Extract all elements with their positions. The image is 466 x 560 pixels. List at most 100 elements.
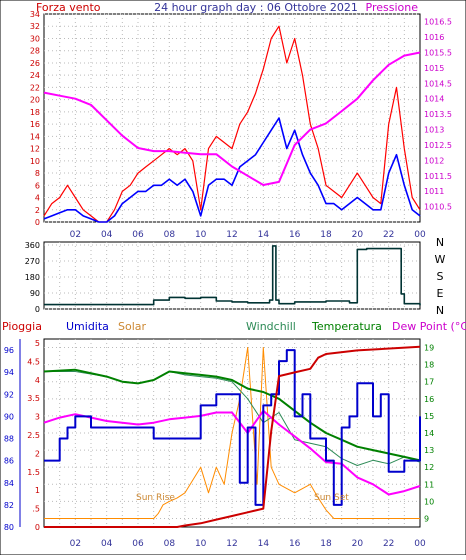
x-tick-label: 02 <box>70 230 81 240</box>
rain-header-label: Pioggia <box>2 320 42 333</box>
wind-tick-label: 26 <box>30 59 40 68</box>
dewpoint-tick-label: 13 <box>424 446 434 455</box>
wind-tick-label: 12 <box>30 145 40 154</box>
direction-axis-ticks: 0 90 180 270 360 <box>25 241 40 314</box>
rain-tick-label: 2 <box>35 449 40 458</box>
pressure-tick-label: 1012 <box>424 156 444 165</box>
dewpoint-tick-label: 10 <box>424 497 434 506</box>
x-tick-label: 00 <box>414 539 426 549</box>
wind-tick-label: 30 <box>30 34 40 43</box>
x-tick-label: 08 <box>164 539 176 549</box>
rain-tick-label: 1 <box>35 486 40 495</box>
humidity-tick-label: 86 <box>4 457 14 466</box>
temperature-line <box>43 368 421 462</box>
x-tick-label: 00 <box>414 230 426 240</box>
compass-letter: W <box>435 253 446 266</box>
rain-tick-label: 0 <box>35 523 40 532</box>
x-tick-label: 14 <box>258 539 270 549</box>
pressure-tick-label: 1012.5 <box>424 141 452 150</box>
pressure-tick-label: 1016 <box>424 33 444 42</box>
x-tick-label: 12 <box>226 539 237 549</box>
wind-tick-label: 4 <box>35 194 40 203</box>
direction-tick-label: 360 <box>25 241 40 250</box>
x-tick-label: 16 <box>289 539 301 549</box>
x-tick-label: 12 <box>226 230 237 240</box>
wind-header-label: Forza vento <box>36 1 101 14</box>
pressure-axis-ticks: 1010.5 1011 1011.5 1012 1012.5 1013 1013.5 1014… <box>424 18 452 212</box>
wind-tick-label: 14 <box>30 132 40 141</box>
rain-tick-label: 3 <box>35 413 40 422</box>
dewpoint-tick-label: 15 <box>424 412 434 421</box>
pressure-line <box>43 51 421 186</box>
x-tick-label: 10 <box>195 230 207 240</box>
x-tick-label: 10 <box>195 539 207 549</box>
rain-tick-label: 2.5 <box>27 431 40 440</box>
rain-line <box>44 345 421 528</box>
top-hour-ticks: 02 04 06 08 10 12 14 16 18 20 22 00 <box>70 230 426 240</box>
direction-tick-label: 180 <box>25 273 40 282</box>
wind-tick-label: 0 <box>35 218 40 227</box>
humidity-tick-label: 80 <box>4 523 14 532</box>
wind-tick-label: 28 <box>30 47 40 56</box>
dewpoint-tick-label: 17 <box>424 378 434 387</box>
pressure-tick-label: 1015.5 <box>424 49 452 58</box>
x-tick-label: 14 <box>258 230 270 240</box>
x-tick-label: 04 <box>101 230 113 240</box>
pressure-tick-label: 1011.5 <box>424 172 452 181</box>
x-tick-label: 20 <box>352 230 364 240</box>
x-tick-label: 22 <box>383 230 394 240</box>
x-tick-label: 22 <box>383 539 394 549</box>
dewpoint-line <box>43 409 421 496</box>
dewpoint-tick-label: 9 <box>424 514 429 523</box>
wind-tick-label: 22 <box>30 83 40 92</box>
pressure-tick-label: 1013 <box>424 126 444 135</box>
rain-tick-label: 5 <box>35 339 40 348</box>
humidity-tick-label: 84 <box>4 479 14 488</box>
bottom-hour-ticks: 02 04 06 08 10 12 14 16 18 20 22 00 <box>70 539 426 549</box>
compass-letter: S <box>437 270 444 283</box>
pressure-tick-label: 1014.5 <box>424 79 452 88</box>
direction-tick-label: 270 <box>25 257 40 266</box>
sunset-annotation: Sun Set <box>314 493 349 503</box>
rain-tick-label: .5 <box>32 505 40 514</box>
humidity-axis-ticks: 80 82 84 86 88 90 92 94 96 <box>4 346 14 532</box>
windchill-header-label: Windchill <box>246 320 296 333</box>
wind-tick-label: 32 <box>30 22 40 31</box>
x-tick-label: 20 <box>352 539 364 549</box>
rain-tick-label: 4 <box>35 376 40 385</box>
pressure-tick-label: 1014 <box>424 95 444 104</box>
x-tick-label: 18 <box>320 539 332 549</box>
humidity-line <box>44 349 421 506</box>
wind-tick-label: 2 <box>35 206 40 215</box>
wind-tick-label: 20 <box>30 96 40 105</box>
wind-tick-label: 10 <box>30 157 40 166</box>
pressure-header-label: Pressione <box>366 1 419 14</box>
dewpoint-tick-label: 14 <box>424 429 434 438</box>
humidity-tick-label: 92 <box>4 390 14 399</box>
rain-tick-label: 4.5 <box>27 357 40 366</box>
wind-tick-label: 24 <box>30 71 40 80</box>
temperature-header-label: Temperatura <box>311 320 382 333</box>
dewpoint-tick-label: 11 <box>424 480 434 489</box>
pressure-tick-label: 1016.5 <box>424 18 452 27</box>
direction-panel-series <box>44 245 421 306</box>
solar-line <box>44 347 420 519</box>
dewpoint-tick-label: 19 <box>424 344 434 353</box>
bottom-panel-series <box>43 345 421 528</box>
x-tick-label: 08 <box>164 230 176 240</box>
x-tick-label: 04 <box>101 539 113 549</box>
humidity-tick-label: 96 <box>4 346 14 355</box>
pressure-tick-label: 1015 <box>424 64 444 73</box>
humidity-header-label: Umidita <box>66 320 109 333</box>
sunrise-annotation: Sun Rise <box>136 493 175 503</box>
humidity-tick-label: 94 <box>4 368 14 377</box>
wind-tick-label: 16 <box>30 120 40 129</box>
dewpoint-tick-label: 16 <box>424 395 434 404</box>
solar-header-label: Solar <box>118 320 147 333</box>
dewpoint-axis-ticks: 9 10 11 12 13 14 15 16 17 18 19 <box>424 344 434 524</box>
x-tick-label: 06 <box>132 230 144 240</box>
dewpoint-tick-label: 18 <box>424 361 434 370</box>
